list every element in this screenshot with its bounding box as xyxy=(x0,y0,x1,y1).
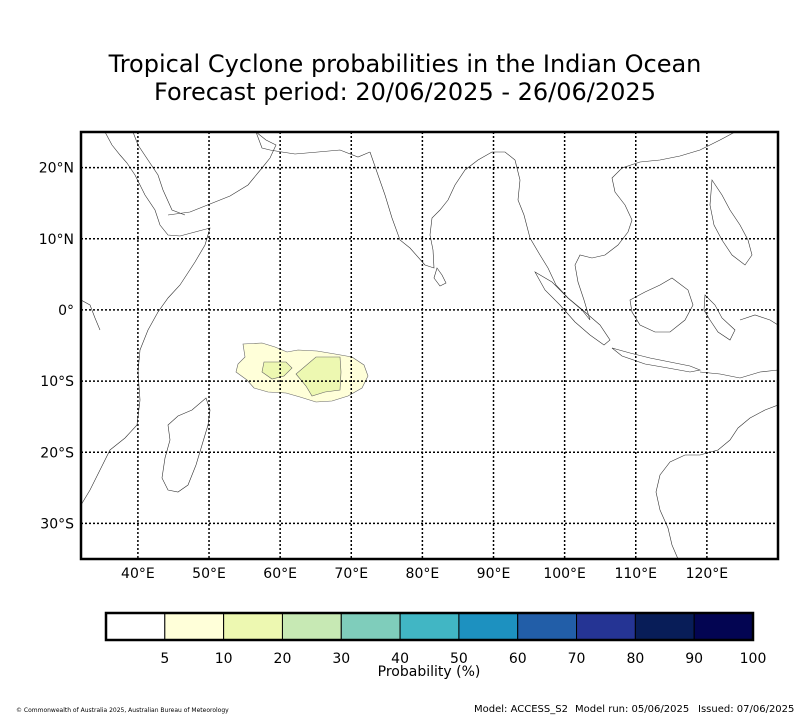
coast-borneo xyxy=(629,277,694,333)
longitude-labels: 40°E 50°E 60°E 70°E 80°E 90°E 100°E 110°E 120°E xyxy=(121,566,728,582)
lon-label: 70°E xyxy=(334,566,368,582)
coastlines xyxy=(81,132,778,559)
coast-arabia-south xyxy=(167,132,277,216)
lon-label: 90°E xyxy=(477,566,511,582)
colorbar-ticks: 5 10 20 30 40 50 60 70 80 90 100 xyxy=(160,651,766,667)
colorbar-tick-label: 10 xyxy=(215,651,233,667)
colorbar-segment xyxy=(576,612,636,641)
colorbar xyxy=(104,611,755,642)
title-line-1: Tropical Cyclone probabilities in the In… xyxy=(108,50,702,78)
colorbar-tick-label: 40 xyxy=(391,651,409,667)
colorbar-segment xyxy=(399,612,460,641)
lat-label: 0° xyxy=(58,303,74,319)
lon-label: 100°E xyxy=(543,566,586,582)
colorbar-tick-label: 5 xyxy=(160,651,169,667)
lon-label: 120°E xyxy=(686,566,729,582)
issued-text: Issued: 07/06/2025 xyxy=(698,704,795,715)
colorbar-segment xyxy=(281,612,342,641)
coast-philippines xyxy=(709,179,753,266)
map-frame xyxy=(79,130,780,561)
title-line-2: Forecast period: 20/06/2025 - 26/06/2025 xyxy=(154,78,656,106)
coast-lesser-sunda xyxy=(699,369,778,379)
coast-somalia xyxy=(81,299,101,331)
colorbar-segment xyxy=(634,612,695,641)
colorbar-tick-label: 60 xyxy=(509,651,527,667)
colorbar-tick-label: 100 xyxy=(740,651,767,667)
lat-label: 20°N xyxy=(39,161,74,177)
coast-new-guinea xyxy=(739,314,778,326)
gridlines xyxy=(81,132,778,559)
coast-java xyxy=(611,347,702,373)
prob-region-10-20-east xyxy=(295,356,342,397)
colorbar-tick-label: 70 xyxy=(568,651,586,667)
lat-label: 10°S xyxy=(40,374,74,390)
colorbar-tick-label: 80 xyxy=(626,651,644,667)
coast-africa-arabia xyxy=(81,132,211,506)
copyright-text: © Commonwealth of Australia 2025, Austra… xyxy=(16,707,229,714)
lat-label: 20°S xyxy=(40,445,74,461)
lon-label: 40°E xyxy=(121,566,155,582)
colorbar-segment xyxy=(223,612,283,641)
lat-label: 10°N xyxy=(39,232,74,248)
lon-label: 80°E xyxy=(406,566,440,582)
coast-red-sea xyxy=(132,132,186,216)
model-text: Model: ACCESS_S2 xyxy=(474,704,568,715)
colorbar-segment xyxy=(340,612,401,641)
coast-myanmar-thai-malay xyxy=(514,132,736,321)
colorbar-segment xyxy=(164,612,225,641)
colorbar-segment xyxy=(517,612,578,641)
model-run-text: Model run: 05/06/2025 xyxy=(575,704,690,715)
colorbar-tick-label: 30 xyxy=(332,651,350,667)
colorbar-tick-label: 20 xyxy=(274,651,292,667)
colorbar-tick-label: 90 xyxy=(685,651,703,667)
coast-persian-gulf xyxy=(255,132,371,158)
coast-sri-lanka xyxy=(433,267,447,287)
coast-madagascar xyxy=(161,397,211,493)
lon-label: 110°E xyxy=(614,566,657,582)
coast-australia xyxy=(655,404,778,559)
lon-label: 60°E xyxy=(263,566,297,582)
lon-label: 50°E xyxy=(192,566,226,582)
colorbar-title: Probability (%) xyxy=(377,664,481,680)
coast-sulawesi xyxy=(703,294,736,341)
coast-india xyxy=(369,151,516,269)
colorbar-tick-label: 50 xyxy=(450,651,468,667)
colorbar-segment xyxy=(105,612,166,641)
prob-region-10-20-west xyxy=(261,361,293,380)
colorbar-frame xyxy=(104,611,755,642)
probability-shading xyxy=(235,342,369,403)
latitude-labels: 20°N 10°N 0° 10°S 20°S 30°S xyxy=(39,161,74,533)
lat-label: 30°S xyxy=(40,516,74,532)
coast-sumatra xyxy=(534,271,611,346)
colorbar-segment xyxy=(458,612,519,641)
colorbar-segment xyxy=(693,612,754,641)
